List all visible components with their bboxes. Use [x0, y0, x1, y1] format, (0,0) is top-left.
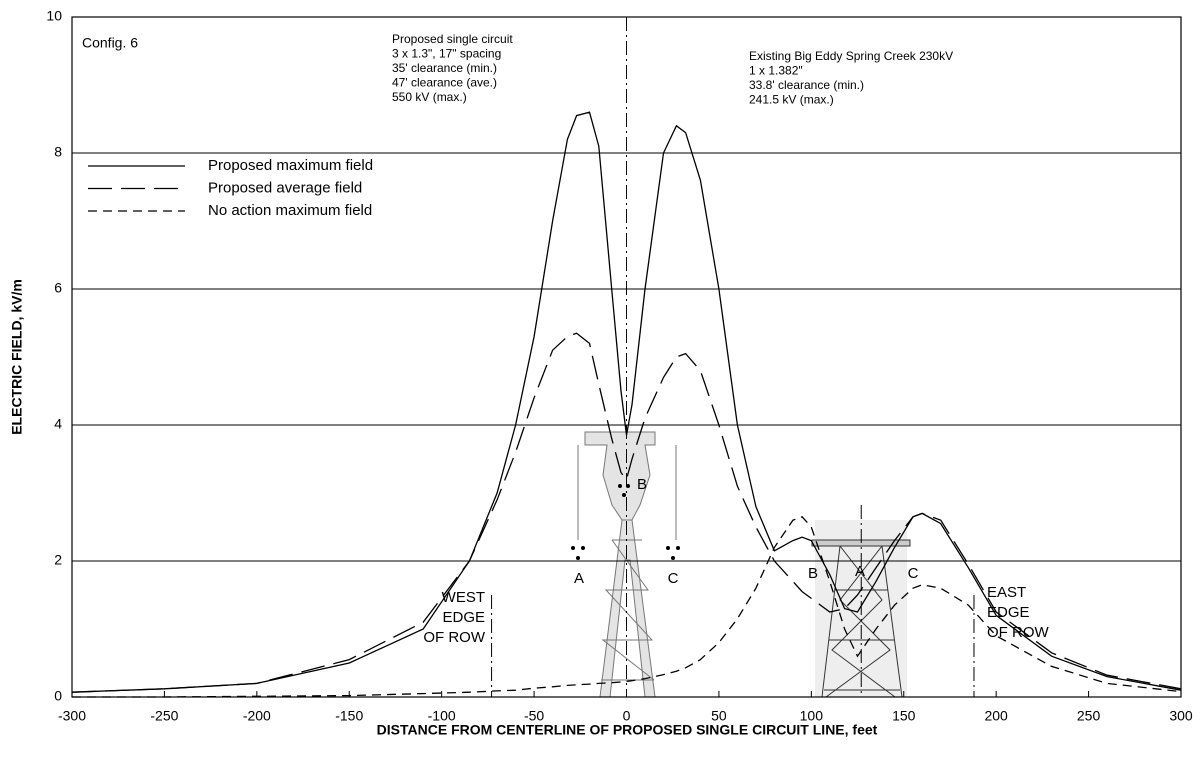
- existing-note: 241.5 kV (max.): [749, 93, 834, 107]
- y-tick-label: 2: [54, 552, 62, 568]
- y-tick-label: 10: [46, 8, 62, 24]
- existing-note: 33.8' clearance (min.): [749, 78, 864, 92]
- x-tick-label: -100: [428, 708, 456, 724]
- existing-tower: [811, 539, 911, 698]
- x-tick-label: -200: [243, 708, 271, 724]
- legend-label: No action maximum field: [208, 202, 372, 219]
- x-tick-label: -250: [150, 708, 178, 724]
- y-axis-title: ELECTRIC FIELD, kV/m: [9, 279, 25, 435]
- x-tick-label: 150: [892, 708, 916, 724]
- existing-note: 1 x 1.382": [749, 64, 803, 78]
- y-tick-label: 4: [54, 416, 62, 432]
- config-label: Config. 6: [82, 35, 138, 51]
- existing-note: Existing Big Eddy Spring Creek 230kV: [749, 49, 953, 63]
- east-row-label: OF ROW: [987, 624, 1049, 641]
- proposed-note: 550 kV (max.): [392, 90, 467, 104]
- proposed-note: 47' clearance (ave.): [392, 76, 497, 90]
- series-line: [71, 332, 1182, 693]
- west-row-label: OF ROW: [423, 629, 485, 646]
- phase-label: C: [668, 570, 679, 587]
- x-tick-label: 100: [800, 708, 824, 724]
- y-tick-label: 6: [54, 280, 62, 296]
- legend-label: Proposed average field: [208, 179, 362, 196]
- proposed-note: Proposed single circuit: [392, 32, 513, 46]
- x-tick-label: 250: [1077, 708, 1101, 724]
- east-row-label: EDGE: [987, 604, 1030, 621]
- proposed-note: 3 x 1.3", 17" spacing: [392, 47, 501, 61]
- x-tick-label: 0: [623, 708, 631, 724]
- west-row-label: WEST: [442, 589, 485, 606]
- y-tick-label: 8: [54, 144, 62, 160]
- legend-label: Proposed maximum field: [208, 157, 373, 174]
- x-tick-label: -150: [335, 708, 363, 724]
- series-line: [72, 516, 1182, 698]
- phase-label: B: [637, 476, 647, 493]
- x-tick-label: -300: [58, 708, 86, 724]
- y-tick-label: 0: [54, 688, 62, 704]
- x-axis-title: DISTANCE FROM CENTERLINE OF PROPOSED SIN…: [377, 722, 878, 738]
- x-tick-label: 300: [1169, 708, 1193, 724]
- east-row-label: EAST: [987, 584, 1026, 601]
- proposed-tower: [577, 431, 677, 698]
- x-tick-label: -50: [524, 708, 544, 724]
- phase-label: A: [855, 563, 865, 580]
- phase-label: B: [808, 565, 818, 582]
- phase-label: A: [574, 570, 584, 587]
- west-row-label: EDGE: [442, 609, 485, 626]
- x-tick-label: 200: [984, 708, 1008, 724]
- phase-label: C: [908, 565, 919, 582]
- proposed-note: 35' clearance (min.): [392, 61, 497, 75]
- x-tick-label: 50: [711, 708, 727, 724]
